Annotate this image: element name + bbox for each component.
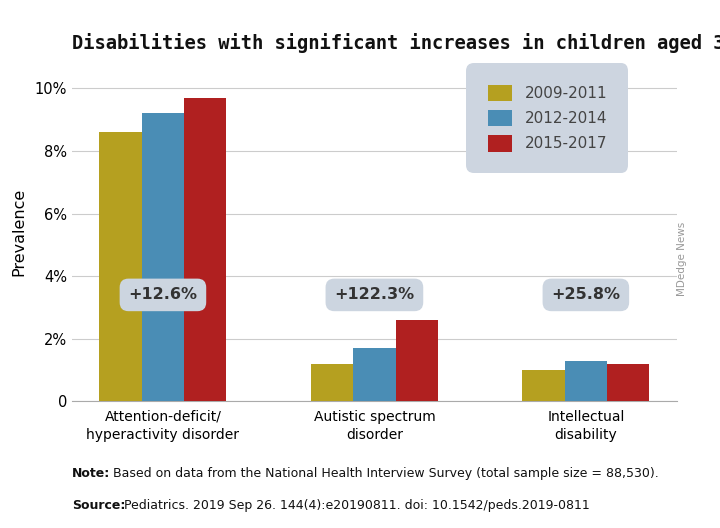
Bar — [607, 364, 649, 401]
Bar — [523, 370, 564, 401]
Bar — [142, 114, 184, 401]
Text: Source:: Source: — [72, 499, 125, 512]
Bar — [311, 364, 354, 401]
Y-axis label: Prevalence: Prevalence — [12, 188, 27, 277]
Text: +12.6%: +12.6% — [128, 287, 197, 303]
Bar — [184, 98, 226, 401]
Text: Note:: Note: — [72, 467, 110, 480]
Text: Pediatrics. 2019 Sep 26. 144(4):e20190811. doi: 10.1542/peds.2019-0811: Pediatrics. 2019 Sep 26. 144(4):e2019081… — [120, 499, 590, 512]
Text: MDedge News: MDedge News — [677, 222, 687, 297]
Text: +25.8%: +25.8% — [552, 287, 621, 303]
Bar — [564, 361, 607, 401]
Text: Disabilities with significant increases in children aged 3-17 years: Disabilities with significant increases … — [72, 33, 720, 53]
Bar — [354, 348, 395, 401]
Legend: 2009-2011, 2012-2014, 2015-2017: 2009-2011, 2012-2014, 2015-2017 — [474, 71, 621, 165]
Bar — [99, 132, 142, 401]
Text: Based on data from the National Health Interview Survey (total sample size = 88,: Based on data from the National Health I… — [109, 467, 660, 480]
Text: +122.3%: +122.3% — [334, 287, 415, 303]
Bar — [395, 320, 438, 401]
